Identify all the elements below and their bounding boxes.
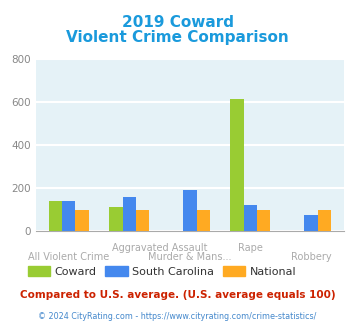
Bar <box>109 208 123 231</box>
Text: Compared to U.S. average. (U.S. average equals 100): Compared to U.S. average. (U.S. average … <box>20 290 335 300</box>
Text: All Violent Crime: All Violent Crime <box>28 252 109 262</box>
Bar <box>244 205 257 231</box>
Text: Robbery: Robbery <box>291 252 331 262</box>
Text: © 2024 CityRating.com - https://www.cityrating.com/crime-statistics/: © 2024 CityRating.com - https://www.city… <box>38 312 317 321</box>
Bar <box>230 99 244 231</box>
Bar <box>62 201 76 231</box>
Bar <box>197 210 210 231</box>
Text: Violent Crime Comparison: Violent Crime Comparison <box>66 30 289 45</box>
Bar <box>257 210 271 231</box>
Bar <box>76 210 89 231</box>
Text: Murder & Mans...: Murder & Mans... <box>148 252 232 262</box>
Legend: Coward, South Carolina, National: Coward, South Carolina, National <box>23 261 301 281</box>
Text: Aggravated Assault: Aggravated Assault <box>112 243 207 252</box>
Bar <box>49 201 62 231</box>
Bar <box>136 210 149 231</box>
Bar <box>318 210 331 231</box>
Text: 2019 Coward: 2019 Coward <box>121 15 234 30</box>
Text: Rape: Rape <box>238 243 263 252</box>
Bar <box>123 197 136 231</box>
Bar <box>183 190 197 231</box>
Bar <box>304 215 318 231</box>
